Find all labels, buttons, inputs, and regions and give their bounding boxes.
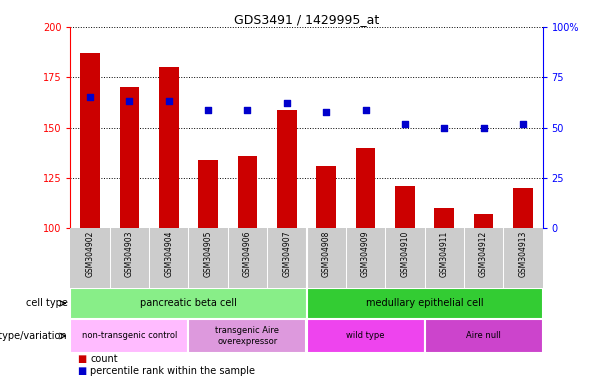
Point	[85, 94, 95, 101]
Text: transgenic Aire
overexpressor: transgenic Aire overexpressor	[216, 326, 280, 346]
Text: non-transgenic control: non-transgenic control	[82, 331, 177, 341]
Point	[321, 108, 331, 114]
Text: GSM304903: GSM304903	[125, 230, 134, 277]
Text: percentile rank within the sample: percentile rank within the sample	[90, 366, 255, 376]
Text: GSM304912: GSM304912	[479, 230, 488, 276]
Point	[204, 106, 213, 113]
Bar	[424, 319, 543, 353]
Title: GDS3491 / 1429995_at: GDS3491 / 1429995_at	[234, 13, 379, 26]
Text: ■: ■	[77, 366, 86, 376]
Point	[479, 124, 489, 131]
Bar	[306, 288, 543, 319]
Bar	[159, 67, 178, 228]
Bar	[474, 214, 493, 228]
Text: GSM304902: GSM304902	[86, 230, 94, 276]
Text: GSM304910: GSM304910	[400, 230, 409, 276]
Text: pancreatic beta cell: pancreatic beta cell	[140, 298, 237, 308]
Text: GSM304905: GSM304905	[204, 230, 213, 277]
Bar	[306, 319, 424, 353]
Bar	[356, 148, 375, 228]
Text: genotype/variation: genotype/variation	[0, 331, 67, 341]
Text: GSM304909: GSM304909	[361, 230, 370, 277]
Text: GSM304908: GSM304908	[322, 230, 330, 276]
Text: wild type: wild type	[346, 331, 385, 341]
Text: GSM304906: GSM304906	[243, 230, 252, 277]
Bar	[189, 319, 306, 353]
Point	[243, 106, 253, 113]
Point	[360, 106, 370, 113]
Bar	[80, 53, 100, 228]
Text: count: count	[90, 354, 118, 364]
Point	[164, 98, 173, 104]
Bar	[120, 88, 139, 228]
Bar	[395, 186, 414, 228]
Text: cell type: cell type	[26, 298, 67, 308]
Text: GSM304911: GSM304911	[440, 230, 449, 276]
Text: medullary epithelial cell: medullary epithelial cell	[366, 298, 483, 308]
Text: GSM304907: GSM304907	[283, 230, 291, 277]
Bar	[513, 188, 533, 228]
Bar	[199, 160, 218, 228]
Point	[518, 121, 528, 127]
Text: GSM304904: GSM304904	[164, 230, 173, 277]
Bar	[435, 208, 454, 228]
Bar	[70, 319, 189, 353]
Bar	[70, 288, 306, 319]
Point	[282, 101, 292, 107]
Point	[400, 121, 409, 127]
Point	[440, 124, 449, 131]
Point	[124, 98, 134, 104]
Bar	[277, 109, 297, 228]
Text: Aire null: Aire null	[466, 331, 501, 341]
Text: ■: ■	[77, 354, 86, 364]
Bar	[238, 156, 257, 228]
Bar	[316, 166, 336, 228]
Text: GSM304913: GSM304913	[519, 230, 527, 276]
